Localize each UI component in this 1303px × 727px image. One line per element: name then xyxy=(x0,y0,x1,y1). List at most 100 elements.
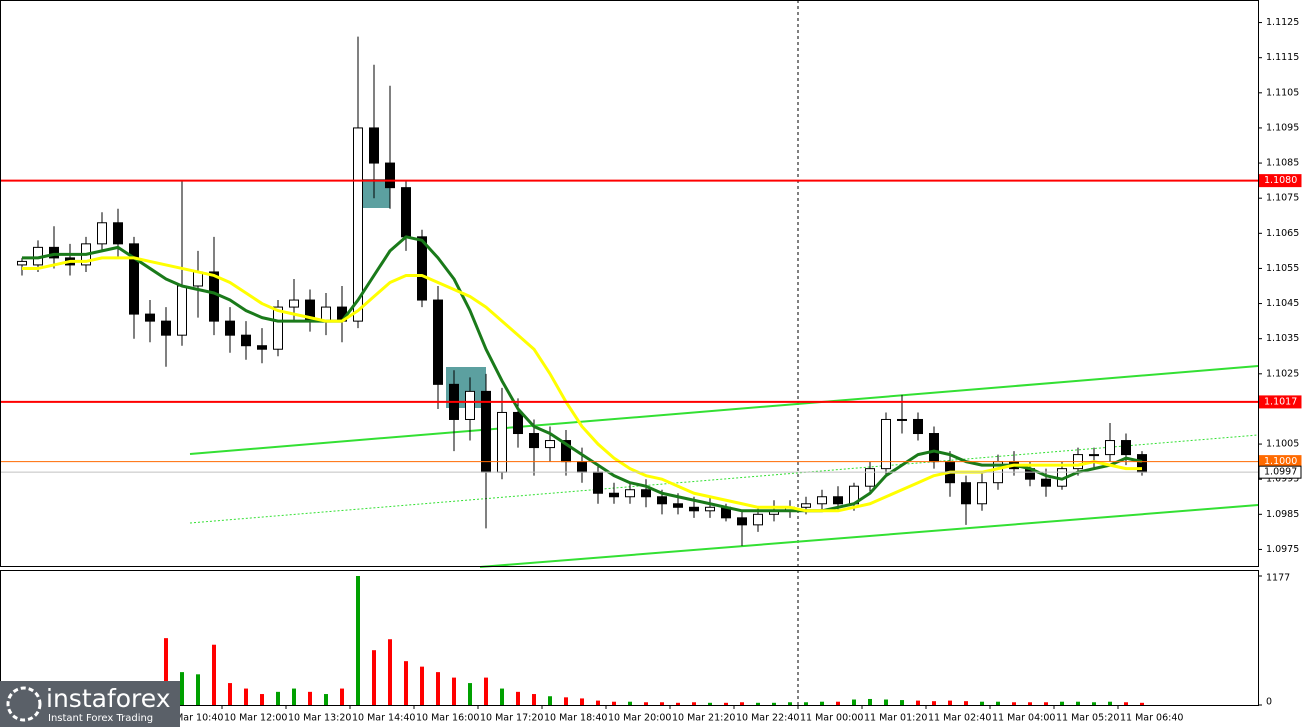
candle-body xyxy=(17,260,27,266)
x-tick-label: 10 Mar 17:20 xyxy=(480,713,543,724)
volume-bar xyxy=(228,683,232,705)
candle-body xyxy=(97,222,107,245)
level-label: 1.1000 xyxy=(1264,456,1297,467)
candle-body xyxy=(49,246,59,259)
x-tick-label: 11 Mar 00:00 xyxy=(800,713,863,724)
volume-bar xyxy=(340,688,344,705)
volume-bar xyxy=(836,701,840,705)
y-tick-label: 1.0995 xyxy=(1266,474,1299,485)
volume-bar xyxy=(436,672,440,705)
x-tick-label: 10 Mar 14:40 xyxy=(352,713,415,724)
moving-average xyxy=(22,235,1143,513)
price-pane-border xyxy=(0,0,1259,567)
volume-bar xyxy=(260,694,264,705)
volume-bar xyxy=(420,666,424,705)
candle-body xyxy=(593,471,603,494)
y-tick-label: 1.1095 xyxy=(1266,122,1299,133)
candle-body xyxy=(801,503,811,508)
candle-body xyxy=(833,496,843,505)
level-label: 1.1017 xyxy=(1264,396,1297,407)
volume-bar xyxy=(852,699,856,705)
candle-body xyxy=(513,411,523,435)
volume-bar xyxy=(532,694,536,705)
volume-bar xyxy=(244,688,248,705)
volume-bar xyxy=(356,576,360,705)
volume-tick-label: 1177 xyxy=(1266,573,1290,584)
volume-bar xyxy=(660,702,664,705)
y-tick-label: 1.1105 xyxy=(1266,87,1299,98)
candle-body xyxy=(529,433,539,449)
candle-body xyxy=(1105,440,1115,456)
volume-bar xyxy=(964,701,968,705)
candle-body xyxy=(209,271,219,322)
y-tick-label: 1.1125 xyxy=(1266,17,1299,28)
volume-bar xyxy=(580,698,584,705)
volume-bar xyxy=(708,702,712,705)
volume-bar xyxy=(916,700,920,705)
volume-bar xyxy=(788,702,792,705)
y-tick-label: 1.1085 xyxy=(1266,158,1299,169)
volume-bar xyxy=(884,699,888,705)
volume-bar xyxy=(484,677,488,705)
x-tick-label: 11 Mar 02:40 xyxy=(928,713,991,724)
candle-body xyxy=(881,418,891,470)
plot: 1.1125 1.1115 1.1105 1.1095 1.1085 1.1075 1.10… xyxy=(0,17,1302,724)
candle-body xyxy=(753,513,763,526)
candle-body xyxy=(385,162,395,189)
candle-body xyxy=(161,320,171,336)
trend-line xyxy=(189,365,1259,455)
candle-body xyxy=(897,418,907,421)
x-tick-label: 11 Mar 01:20 xyxy=(864,713,927,724)
volume-bar xyxy=(324,694,328,705)
candle-body xyxy=(241,334,251,347)
channel-line xyxy=(189,434,1259,524)
candle-body xyxy=(641,489,651,498)
volume-bar xyxy=(644,702,648,705)
logo-icon xyxy=(6,686,42,722)
y-tick-label: 1.1005 xyxy=(1266,439,1299,450)
volume-bar xyxy=(164,638,168,705)
volume-bar xyxy=(308,691,312,705)
y-tick-label: 1.1035 xyxy=(1266,333,1299,344)
candle-body xyxy=(961,482,971,505)
volume-bar xyxy=(548,696,552,705)
candle-body xyxy=(625,489,635,498)
volume-bar xyxy=(820,701,824,705)
candle-body xyxy=(353,127,363,322)
candle-body xyxy=(1041,478,1051,487)
volume-bar xyxy=(948,700,952,705)
volume-pane-border xyxy=(0,570,1259,706)
candle-body xyxy=(1121,440,1131,456)
candle-body xyxy=(129,243,139,315)
volume-bar xyxy=(276,691,280,705)
volume-bar xyxy=(564,697,568,705)
volume-bar xyxy=(628,701,632,705)
volume-bar xyxy=(500,688,504,705)
y-tick-label: 1.0985 xyxy=(1266,509,1299,520)
x-tick-label: 10 Mar 21:20 xyxy=(672,713,735,724)
x-tick-label: 10 Mar 13:20 xyxy=(288,713,351,724)
volume-bar xyxy=(180,672,184,705)
candle-body xyxy=(225,320,235,336)
volume-bar xyxy=(804,702,808,705)
volume-bar xyxy=(740,702,744,705)
candle-body xyxy=(497,411,507,473)
candle-body xyxy=(657,496,667,505)
y-tick-label: 1.1075 xyxy=(1266,193,1299,204)
candle-body xyxy=(609,492,619,498)
volume-bar xyxy=(772,702,776,705)
volume-bar xyxy=(292,688,296,705)
candle-body xyxy=(705,506,715,512)
volume-bar xyxy=(1044,702,1048,705)
logo-tagline: Instant Forex Trading xyxy=(48,713,153,724)
volume-bar xyxy=(692,702,696,705)
candle-body xyxy=(1089,454,1099,457)
candle-body xyxy=(417,236,427,301)
x-tick-label: 11 Mar 04:00 xyxy=(992,713,1055,724)
x-tick-label: 10 Mar 20:00 xyxy=(608,713,671,724)
candle-body xyxy=(369,127,379,164)
volume-bar xyxy=(196,674,200,705)
x-tick-label: 11 Mar 05:20 xyxy=(1056,713,1119,724)
